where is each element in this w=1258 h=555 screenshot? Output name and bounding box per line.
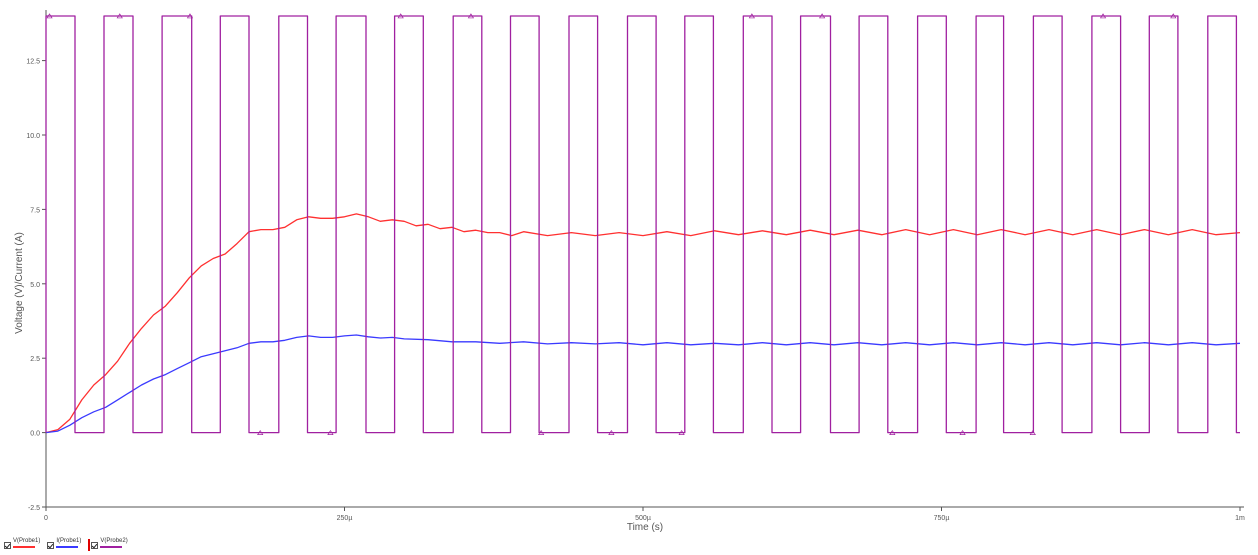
y-axis-label: Voltage (V)/Current (A) [14,232,25,334]
cursor-marker-icon [88,539,91,551]
series-marker [46,13,53,19]
series-marker [959,429,966,435]
series-marker [889,429,896,435]
series-marker [608,429,615,435]
x-tick-label: 250µ [337,515,353,522]
x-tick-label: 750µ [934,515,950,522]
series-marker [467,13,475,19]
series-marker [1099,13,1107,19]
series-marker [1029,429,1036,435]
series-line-v-probe1 [45,213,1241,434]
series-marker [257,429,264,435]
x-tick-label: 500µ [635,515,651,522]
series-marker [186,13,194,19]
legend-item-v-probe1[interactable]: V(Probe1) [4,538,40,552]
x-axis-label: Time (s) [627,522,663,533]
series-swatch [56,546,79,548]
x-tick-label: 0 [44,515,48,522]
series-marker [1170,13,1177,19]
series-swatch [100,546,123,548]
series-line-v-probe2 [45,15,1240,434]
y-tick-label: 0.0 [30,431,40,438]
legend-label: I(Probe1) [56,538,82,544]
series-marker [327,429,334,435]
y-tick-label: 7.5 [30,207,40,214]
legend: V(Probe1) I(Probe1) V(Probe2) [4,538,135,552]
series-marker [116,13,123,19]
series-swatch [13,546,35,548]
series-marker [818,13,826,19]
checkbox-icon[interactable] [4,542,11,549]
y-tick-label: 5.0 [30,282,40,289]
y-tick-label: 10.0 [26,133,40,140]
series-marker [538,429,545,435]
series-marker [748,13,755,19]
series-marker [397,13,404,19]
legend-label: V(Probe2) [100,538,128,544]
checkbox-icon[interactable] [47,542,55,549]
y-tick-label: 12.5 [26,59,40,66]
series-line-i-probe1 [45,334,1241,434]
marker-layer [46,13,1177,435]
legend-item-i-probe1[interactable]: I(Probe1) [47,538,81,552]
legend-label: V(Probe1) [13,538,41,544]
series-layer [45,15,1241,434]
y-tick-label: -2.5 [28,505,40,512]
series-marker [678,429,685,435]
legend-item-v-probe2[interactable]: V(Probe2) [88,538,128,552]
y-tick-label: 2.5 [30,356,40,363]
checkbox-icon[interactable] [91,542,99,549]
x-tick-label: 1m [1235,515,1245,522]
